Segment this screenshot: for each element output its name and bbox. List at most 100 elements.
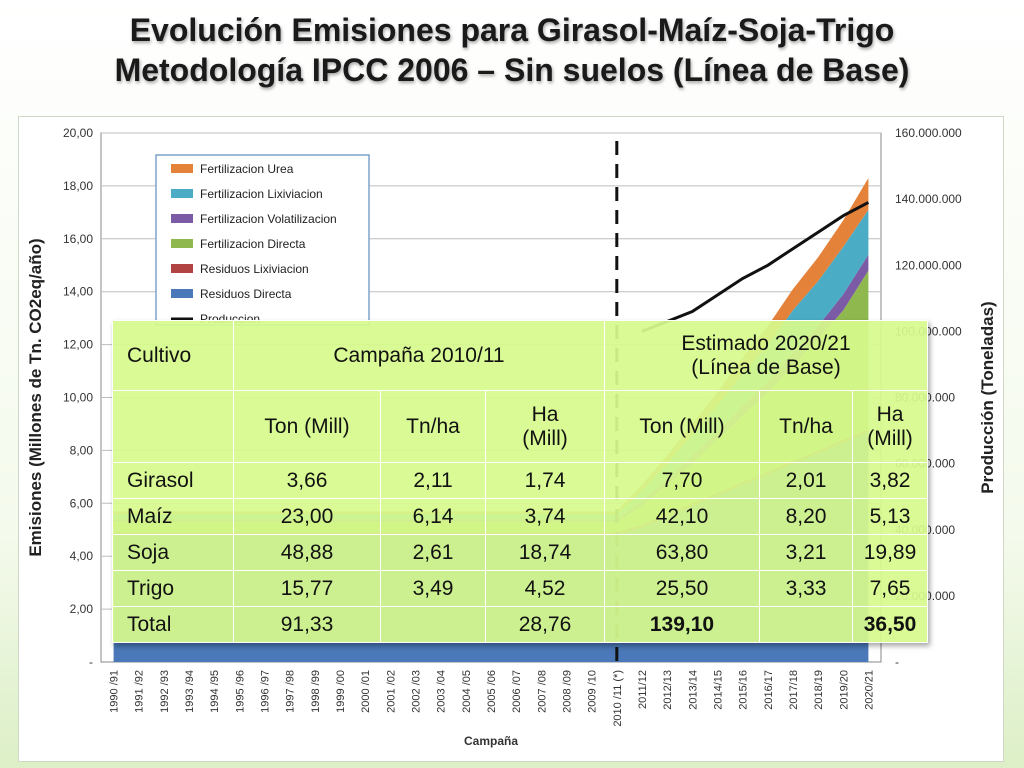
- cell-ton-2010: 91,33: [233, 606, 381, 643]
- legend-label: Fertilizacion Urea: [200, 162, 294, 176]
- y-tick-label: 14,00: [63, 285, 93, 299]
- x-tick-label: 2002 /03: [411, 670, 423, 713]
- cell-ha-2020: 3,82: [852, 462, 928, 499]
- subheader-ha-line-2: (Mill): [522, 426, 568, 450]
- cell-ha-2010: 1,74: [485, 462, 605, 499]
- x-tick-label: 2013/14: [687, 670, 699, 710]
- subheader-ha-2020-line-1: Ha: [876, 402, 904, 426]
- legend-swatch: [171, 189, 193, 198]
- x-tick-label: 2001 /02: [385, 670, 397, 713]
- y2-tick-label: 140.000.000: [895, 192, 962, 206]
- legend-swatch: [171, 289, 193, 298]
- cell-ha-2010: 3,74: [485, 498, 605, 535]
- x-tick-label: 1997 /98: [285, 670, 297, 713]
- y-tick-label: 8,00: [70, 443, 94, 457]
- cell-cultivo: Maíz: [112, 498, 234, 535]
- legend-label: Residuos Directa: [200, 287, 292, 301]
- y-tick-label: 16,00: [63, 232, 93, 246]
- cell-tnha-2010: 3,49: [380, 570, 486, 607]
- header-estimado-2020: Estimado 2020/21 (Línea de Base): [604, 320, 928, 391]
- cell-tnha-2010: 2,11: [380, 462, 486, 499]
- y-tick-label: 4,00: [70, 549, 94, 563]
- legend-swatch: [171, 164, 193, 173]
- subheader-ha-2020-line-2: (Mill): [867, 426, 913, 450]
- legend-swatch: [171, 214, 193, 223]
- cell-ha-2020: 19,89: [852, 534, 928, 571]
- subheader-ha-2020: Ha (Mill): [852, 390, 928, 463]
- cell-tnha-2020: 8,20: [759, 498, 853, 535]
- x-tick-label: 1993 /94: [184, 670, 196, 713]
- y2-tick-label: 160.000.000: [895, 126, 962, 140]
- cell-ha-2010: 4,52: [485, 570, 605, 607]
- y-tick-label: 10,00: [63, 391, 93, 405]
- cell-ton-2010: 15,77: [233, 570, 381, 607]
- cell-tnha-2020: 3,33: [759, 570, 853, 607]
- cell-ton-2020: 63,80: [604, 534, 760, 571]
- cell-cultivo: Trigo: [112, 570, 234, 607]
- title-line-2: Metodología IPCC 2006 – Sin suelos (Líne…: [114, 52, 910, 88]
- x-tick-label: 2012/13: [662, 670, 674, 710]
- table-row-total: Total 91,33 28,76 139,10 36,50: [112, 606, 928, 643]
- cell-cultivo: Soja: [112, 534, 234, 571]
- legend-label: Fertilizacion Directa: [200, 237, 306, 251]
- cell-ton-2020: 7,70: [604, 462, 760, 499]
- x-tick-label: 2006 /07: [511, 670, 523, 713]
- cell-ha-2020: 5,13: [852, 498, 928, 535]
- crop-production-table: Cultivo Campaña 2010/11 Estimado 2020/21…: [112, 320, 928, 643]
- x-tick-label: 2020/21: [863, 670, 875, 710]
- legend-swatch: [171, 239, 193, 248]
- header-estimado-line-1: Estimado 2020/21: [681, 331, 851, 355]
- subheader-ha-2010: Ha (Mill): [485, 390, 605, 463]
- line-produccion: [641, 201, 870, 333]
- x-tick-label: 1992 /93: [159, 670, 171, 713]
- legend-label: Fertilizacion Lixiviacion: [200, 187, 323, 201]
- x-tick-label: 1996 /97: [260, 670, 272, 713]
- x-tick-label: 2008 /09: [561, 670, 573, 713]
- x-tick-label: 2000 /01: [360, 670, 372, 713]
- y-axis-title: Emisiones (Millones de Tn. CO2eq/año): [26, 238, 45, 556]
- x-tick-label: 1998 /99: [310, 670, 322, 713]
- cell-ton-2020: 42,10: [604, 498, 760, 535]
- title-line-1: Evolución Emisiones para Girasol-Maíz-So…: [129, 12, 895, 48]
- table-subheader-row: Ton (Mill) Tn/ha Ha (Mill) Ton (Mill) Tn…: [112, 390, 928, 463]
- cell-ton-2010: 23,00: [233, 498, 381, 535]
- cell-ha-2020: 7,65: [852, 570, 928, 607]
- legend-swatch: [171, 264, 193, 273]
- legend-label: Fertilizacion Volatilizacion: [200, 212, 337, 226]
- cell-tnha-2020: 2,01: [759, 462, 853, 499]
- y-tick-label: 12,00: [63, 338, 93, 352]
- cell-ha-2010: 18,74: [485, 534, 605, 571]
- cell-ton-2010: 3,66: [233, 462, 381, 499]
- subheader-ton-2010: Ton (Mill): [233, 390, 381, 463]
- subheader-tnha-2020: Tn/ha: [759, 390, 853, 463]
- header-cultivo: Cultivo: [112, 320, 234, 391]
- cell-cultivo: Girasol: [112, 462, 234, 499]
- table-row-soja: Soja 48,88 2,61 18,74 63,80 3,21 19,89: [112, 534, 928, 571]
- y2-axis-title: Producción (Toneladas): [978, 301, 997, 493]
- x-axis-title: Campaña: [464, 734, 518, 748]
- cell-ha-2020: 36,50: [852, 606, 928, 643]
- x-tick-label: 2017/18: [788, 670, 800, 710]
- y2-tick-label: -: [895, 655, 899, 669]
- x-tick-label: 2003 /04: [436, 670, 448, 713]
- x-tick-label: 2005 /06: [486, 670, 498, 713]
- x-tick-label: 2009 /10: [587, 670, 599, 713]
- table-row-girasol: Girasol 3,66 2,11 1,74 7,70 2,01 3,82: [112, 462, 928, 499]
- y2-tick-label: 120.000.000: [895, 258, 962, 272]
- cell-tnha-2020: 3,21: [759, 534, 853, 571]
- x-tick-label: 1991 /92: [134, 670, 146, 713]
- subheader-empty: [112, 390, 234, 463]
- y-tick-label: 6,00: [70, 496, 94, 510]
- x-tick-label: 2010 /11 (*): [612, 670, 624, 727]
- cell-cultivo: Total: [112, 606, 234, 643]
- x-tick-label: 2019/20: [838, 670, 850, 710]
- y-tick-label: 20,00: [63, 126, 93, 140]
- x-tick-label: 2011/12: [637, 670, 649, 709]
- header-campana-2010: Campaña 2010/11: [233, 320, 605, 391]
- x-tick-label: 2016/17: [763, 670, 775, 710]
- y-tick-label: 18,00: [63, 179, 93, 193]
- subheader-ton-2020: Ton (Mill): [604, 390, 760, 463]
- cell-ton-2020: 139,10: [604, 606, 760, 643]
- table-row-maiz: Maíz 23,00 6,14 3,74 42,10 8,20 5,13: [112, 498, 928, 535]
- x-tick-label: 1995 /96: [234, 670, 246, 713]
